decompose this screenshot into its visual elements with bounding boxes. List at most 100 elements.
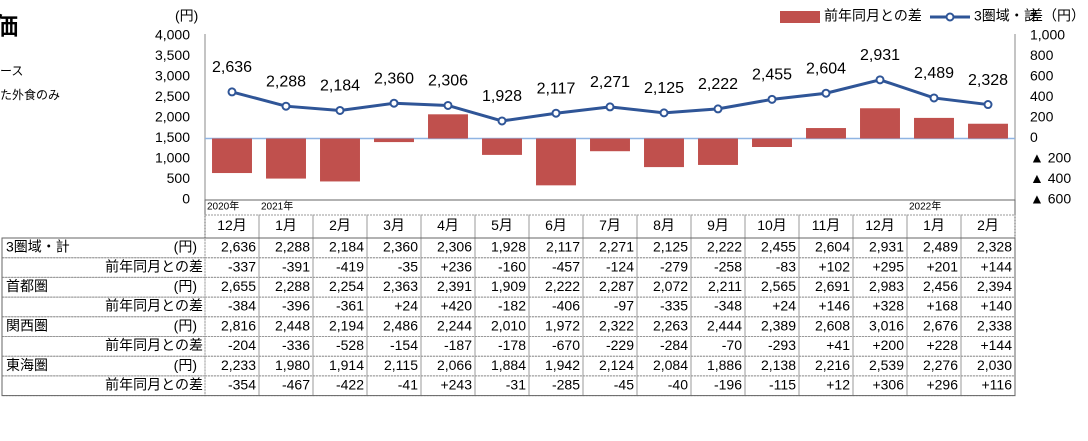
table-value: 2,124 <box>599 357 634 373</box>
data-label: 2,636 <box>212 59 252 76</box>
point <box>227 87 237 97</box>
data-label: 2,306 <box>428 73 468 90</box>
month-label: 7月 <box>599 217 621 233</box>
table-value: -196 <box>714 376 742 392</box>
table-value: -204 <box>228 337 256 353</box>
table-value: 2,222 <box>545 278 580 294</box>
bar <box>698 138 738 165</box>
table-value: -160 <box>498 258 526 274</box>
data-label: 2,288 <box>266 73 306 90</box>
table-frame <box>1 237 1016 397</box>
table-value: 2,288 <box>275 239 310 255</box>
table-value: 2,489 <box>923 239 958 255</box>
point <box>281 101 291 111</box>
y2-tick-label: ▲ 600 <box>1030 191 1071 207</box>
table-value: -45 <box>614 376 634 392</box>
table-value: -258 <box>714 258 742 274</box>
row-label: 前年同月との差 <box>105 258 203 274</box>
table-value: -457 <box>552 258 580 274</box>
table-value: +144 <box>980 337 1012 353</box>
table-value: -70 <box>722 337 742 353</box>
table-value: +200 <box>872 337 904 353</box>
point <box>389 98 399 108</box>
table-value: 3,016 <box>869 317 904 333</box>
point <box>767 94 777 104</box>
row-unit: (円) <box>174 239 197 255</box>
table-value: -40 <box>668 376 688 392</box>
table-value: 2,655 <box>221 278 256 294</box>
table-value: +24 <box>772 298 796 314</box>
table-value: 2,233 <box>221 357 256 373</box>
y2-tick-label: 800 <box>1030 47 1054 63</box>
y-tick-label: 2,500 <box>155 88 190 104</box>
table-value: 2,115 <box>384 357 418 373</box>
table-value: 2,072 <box>653 278 688 294</box>
month-label: 9月 <box>707 217 729 233</box>
side-text: ース <box>0 64 23 78</box>
month-label: 12月 <box>217 217 247 233</box>
table-value: 2,931 <box>869 239 904 255</box>
row-label: 3圏域・計 <box>6 239 70 255</box>
data-label: 2,222 <box>698 76 738 93</box>
table-value: -354 <box>228 376 256 392</box>
point <box>875 75 885 85</box>
table-value: -406 <box>552 298 580 314</box>
table-value: 2,816 <box>221 317 256 333</box>
data-label: 2,360 <box>374 70 414 87</box>
table-value: 2,394 <box>977 278 1012 294</box>
table-value: -396 <box>282 298 310 314</box>
side-text: た外食のみ <box>0 87 60 102</box>
y-tick-label: 500 <box>167 170 191 186</box>
y2-tick-label: ▲ 200 <box>1030 150 1071 166</box>
data-label: 2,604 <box>806 60 846 77</box>
bar <box>914 117 954 139</box>
row-label: 首都圏 <box>6 278 48 294</box>
year-label: 2022年 <box>909 200 941 213</box>
bar <box>752 138 792 148</box>
table-value: -35 <box>398 258 418 274</box>
table-value: -124 <box>606 258 634 274</box>
legend-swatch <box>780 11 820 23</box>
table-value: -293 <box>768 337 796 353</box>
table-value: 2,363 <box>383 278 418 294</box>
year-label: 2021年 <box>261 200 293 213</box>
point <box>335 105 345 115</box>
month-label: 12月 <box>865 217 895 233</box>
point <box>713 104 723 114</box>
table-value: 2,288 <box>275 278 310 294</box>
month-label: 1月 <box>923 217 945 233</box>
table-value: 1,980 <box>275 357 310 373</box>
table-value: +328 <box>872 298 904 314</box>
table-value: 2,216 <box>815 357 850 373</box>
month-label: 8月 <box>653 217 675 233</box>
table-value: 2,456 <box>923 278 958 294</box>
y-tick-label: 1,500 <box>155 129 190 145</box>
y-tick-label: 4,000 <box>155 27 190 43</box>
table-value: +102 <box>818 258 850 274</box>
table-value: -361 <box>336 298 364 314</box>
point <box>605 102 615 112</box>
table-value: 2,444 <box>707 317 742 333</box>
table-value: 1,884 <box>491 357 526 373</box>
point <box>929 93 939 103</box>
month-label: 10月 <box>757 217 787 233</box>
table-value: 2,254 <box>329 278 364 294</box>
bar <box>536 138 576 186</box>
table-value: 2,263 <box>653 317 688 333</box>
bar <box>860 108 900 139</box>
table-value: -115 <box>769 376 796 392</box>
month-label: 11月 <box>812 217 841 233</box>
y2-tick-label: ▲ 400 <box>1030 170 1071 186</box>
table-value: 2,211 <box>708 278 742 294</box>
table-value: 2,271 <box>599 239 634 255</box>
data-label: 2,328 <box>968 72 1008 89</box>
bar <box>644 138 684 168</box>
month-label: 6月 <box>545 217 567 233</box>
y-tick-label: 3,000 <box>155 68 190 84</box>
table-value: +140 <box>980 298 1012 314</box>
y-tick-label: 3,500 <box>155 47 190 63</box>
table-value: +243 <box>440 376 472 392</box>
data-label: 2,489 <box>914 65 954 82</box>
table-value: +41 <box>826 337 850 353</box>
table-value: 2,360 <box>383 239 418 255</box>
